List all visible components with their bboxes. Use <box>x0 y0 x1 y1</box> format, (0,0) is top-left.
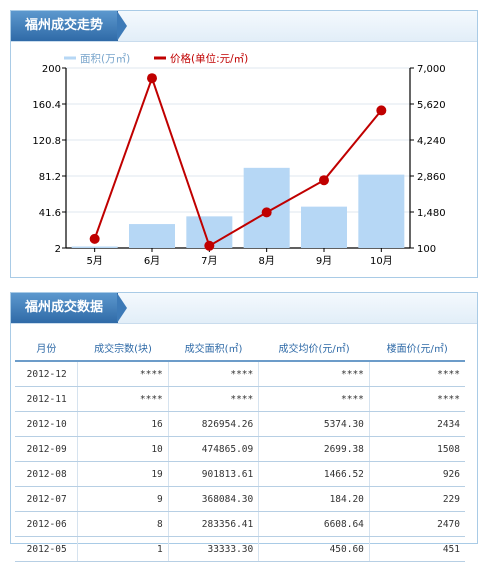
left-tick-label: 120.8 <box>32 136 61 147</box>
table-cell: **** <box>168 386 260 412</box>
legend-label-area: 面积(万㎡) <box>80 53 130 65</box>
transaction-table: 月份 成交宗数(块) 成交面积(㎡) 成交均价(元/㎡) 楼面价(元/㎡) 2012-1… <box>15 334 465 562</box>
trend-chart: 200 160.4 120.8 81.2 41.6 2 7,000 5,620 4,240 2,8… <box>32 52 446 267</box>
table-cell: 33333.30 <box>168 536 260 562</box>
table-cell: 2699.38 <box>258 436 370 462</box>
table-cell: 2012-09 <box>15 436 79 462</box>
bar <box>129 224 175 248</box>
table-row: 2012-09 10 474865.09 2699.38 1508 <box>15 436 465 462</box>
left-tick-label: 2 <box>55 244 61 255</box>
table-row: 2012-11 **** **** **** **** <box>15 386 465 412</box>
right-tick-label: 7,000 <box>417 64 446 75</box>
price-line <box>93 75 383 248</box>
price-point <box>319 175 329 186</box>
table-cell: **** <box>168 361 260 387</box>
table-cell: 5374.30 <box>258 411 370 437</box>
table-cell: 901813.61 <box>168 461 260 487</box>
left-tick-label: 41.6 <box>39 208 61 219</box>
table-cell: 2012-06 <box>15 511 79 537</box>
left-tick-label: 200 <box>42 64 61 75</box>
table-row: 2012-07 9 368084.30 184.20 229 <box>15 486 465 512</box>
table-cell: 2012-10 <box>15 411 79 437</box>
table-cell: **** <box>258 386 370 412</box>
table-panel-header: 福州成交数据 <box>11 293 477 324</box>
table-cell: 2434 <box>369 411 465 437</box>
table-cell: 2012-05 <box>15 536 79 562</box>
table-cell: 184.20 <box>258 486 370 512</box>
table-cell: **** <box>369 361 465 387</box>
price-point <box>89 233 100 244</box>
bar <box>301 206 347 248</box>
table-cell: **** <box>77 361 169 387</box>
price-point <box>204 240 215 251</box>
table-cell: 826954.26 <box>168 411 260 437</box>
table-cell: 229 <box>369 486 465 512</box>
x-tick-label: 6月 <box>144 255 160 267</box>
price-point <box>261 207 272 218</box>
table-cell: 19 <box>77 461 169 487</box>
table-row: 2012-06 8 283356.41 6608.64 2470 <box>15 511 465 537</box>
x-tick-label: 8月 <box>258 255 274 267</box>
table-cell: **** <box>77 386 169 412</box>
x-tick-label: 5月 <box>86 255 102 267</box>
table-row: 2012-05 1 33333.30 450.60 451 <box>15 536 465 562</box>
table-row: 2012-10 16 826954.26 5374.30 2434 <box>15 411 465 437</box>
table-cell: 2012-11 <box>15 386 79 412</box>
table-cell: 8 <box>77 511 169 537</box>
chart-panel-header: 福州成交走势 <box>11 11 477 42</box>
left-tick-label: 160.4 <box>32 100 61 111</box>
x-tick-label: 9月 <box>316 255 332 267</box>
table-cell: **** <box>369 386 465 412</box>
table-row: 2012-08 19 901813.61 1466.52 926 <box>15 461 465 487</box>
table-cell: 283356.41 <box>168 511 260 537</box>
table-cell: 474865.09 <box>168 436 260 462</box>
table-header-row: 月份 成交宗数(块) 成交面积(㎡) 成交均价(元/㎡) 楼面价(元/㎡) <box>15 334 465 362</box>
table-cell: 2470 <box>369 511 465 537</box>
right-tick-label: 2,860 <box>417 172 446 183</box>
table-cell: 1508 <box>369 436 465 462</box>
table-cell: 926 <box>369 461 465 487</box>
chart-panel-title: 福州成交走势 <box>11 11 128 41</box>
column-header: 楼面价(元/㎡) <box>369 334 465 362</box>
column-header: 成交面积(㎡) <box>168 334 259 362</box>
column-header: 成交均价(元/㎡) <box>258 334 370 362</box>
bar <box>71 246 118 248</box>
left-tick-label: 81.2 <box>39 172 61 183</box>
table-cell: 6608.64 <box>258 511 370 537</box>
table-cell: 451 <box>369 536 465 562</box>
price-point <box>376 105 387 116</box>
table-cell: 2012-12 <box>15 361 79 387</box>
table-cell: 10 <box>77 436 169 462</box>
price-point <box>147 73 157 84</box>
right-tick-label: 100 <box>417 244 436 255</box>
table-panel-title: 福州成交数据 <box>11 293 128 323</box>
table-cell: 1 <box>77 536 169 562</box>
table-cell: 1466.52 <box>258 461 370 487</box>
right-tick-label: 4,240 <box>417 136 446 147</box>
right-tick-label: 5,620 <box>417 100 446 111</box>
legend-label-price: 价格(单位:元/㎡) <box>170 52 248 65</box>
table-cell: 2012-08 <box>15 461 79 487</box>
table-row: 2012-12 **** **** **** **** <box>15 361 465 387</box>
x-tick-label: 10月 <box>370 255 393 267</box>
table-cell: 16 <box>77 411 169 437</box>
table-cell: 368084.30 <box>168 486 260 512</box>
right-tick-label: 1,480 <box>417 208 446 219</box>
column-header: 月份 <box>15 334 78 362</box>
bar <box>358 174 405 248</box>
table-cell: **** <box>258 361 370 387</box>
x-tick-label: 7月 <box>201 255 217 267</box>
column-header: 成交宗数(块) <box>77 334 169 362</box>
table-cell: 9 <box>77 486 169 512</box>
table-cell: 2012-07 <box>15 486 79 512</box>
table-cell: 450.60 <box>258 536 370 562</box>
